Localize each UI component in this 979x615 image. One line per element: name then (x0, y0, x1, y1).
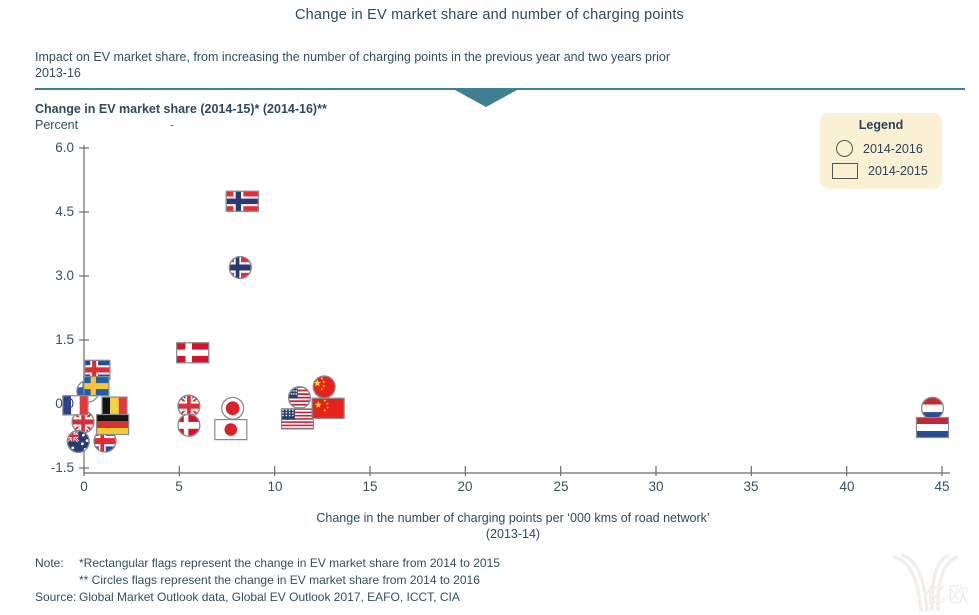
x-axis-label: Change in the number of charging points … (316, 511, 710, 525)
note-label: Note: (35, 556, 64, 570)
flag-marker-denmark-circle (177, 413, 201, 437)
watermark-text: 亿欧 (925, 584, 971, 607)
legend-title: Legend (858, 118, 904, 132)
flag-marker-denmark-rect (176, 342, 210, 364)
y-axis-title: Change in EV market share (2014-15)* (20… (35, 102, 327, 116)
legend-item-circle: 2014-2016 (836, 140, 923, 157)
divider-arrow-icon (455, 90, 517, 107)
x-axis-label-sub: (2013-14) (485, 527, 541, 541)
rect-marker-icon (832, 163, 858, 179)
flag-marker-netherlands-rect (915, 416, 950, 439)
flag-marker-australia-circle (66, 429, 90, 454)
legend: Legend 2014-2016 2014-2015 (820, 113, 942, 189)
x-tick-label: 40 (839, 479, 855, 494)
x-tick-label: 0 (80, 479, 88, 494)
subtitle-line2: 2013-16 (35, 66, 81, 80)
flag-marker-china-rect (311, 397, 345, 419)
y-tick-label: -1.5 (50, 460, 74, 475)
note-text-2: ** Circles flags represent the change in… (79, 573, 480, 587)
source-text: Global Market Outlook data, Global EV Ou… (79, 590, 460, 604)
x-tick-label: 10 (267, 479, 283, 494)
flag-marker-usa-circle (287, 386, 312, 410)
y-tick-label: 1.5 (55, 332, 74, 347)
watermark-logo-icon (892, 553, 958, 612)
legend-item-label: 2014-2015 (868, 164, 928, 178)
x-tick-label: 45 (934, 479, 950, 494)
flag-marker-japan-rect (214, 419, 248, 441)
x-tick-label: 15 (362, 479, 378, 494)
x-tick-label: 30 (648, 479, 664, 494)
flag-marker-germany-rect (95, 413, 130, 436)
x-tick-label: 25 (553, 479, 569, 494)
x-tick-label: 35 (743, 479, 759, 494)
flag-marker-usa-rect (280, 408, 315, 430)
flag-marker-china-circle (312, 375, 336, 399)
chart-subtitle: Impact on EV market share, from increasi… (35, 49, 670, 81)
flag-marker-france-square (62, 395, 89, 416)
source-line: Source: Global Market Outlook data, Globa… (35, 590, 460, 604)
flag-marker-sweden-square (83, 376, 110, 397)
y-tick-label: 4.5 (55, 204, 74, 219)
flag-marker-iceland-circle (93, 429, 117, 453)
legend-item-label: 2014-2016 (863, 141, 923, 156)
y-tick-label: 3.0 (55, 268, 74, 283)
legend-item-rect: 2014-2015 (832, 163, 928, 179)
axes (79, 145, 950, 476)
source-label: Source: (35, 590, 77, 604)
flag-marker-netherlands-circle (920, 396, 945, 420)
subtitle-line1: Impact on EV market share, from increasi… (35, 50, 671, 64)
note-line-2: ** Circles flags represent the change in… (35, 573, 480, 587)
flag-marker-japan-circle (221, 396, 245, 420)
divider-line (35, 88, 965, 90)
stray-mark: - (170, 118, 175, 132)
note-line-1: Note: *Rectangular flags represent the ch… (35, 556, 500, 570)
watermark: 亿欧 (887, 551, 973, 613)
note-text-1: *Rectangular flags represent the change … (79, 556, 500, 570)
y-tick-label: 0.0 (55, 396, 74, 411)
y-tick-label: 6.0 (55, 140, 74, 155)
x-tick-label: 5 (175, 479, 183, 494)
page-title: Change in EV market share and number of … (294, 7, 685, 23)
flag-marker-norway-rect (225, 190, 259, 212)
flag-marker-norway-circle (228, 255, 252, 280)
x-tick-label: 20 (457, 479, 473, 494)
flag-marker-belgium-square (101, 396, 128, 417)
y-axis-unit: Percent (35, 118, 79, 132)
circle-marker-icon (836, 140, 853, 157)
